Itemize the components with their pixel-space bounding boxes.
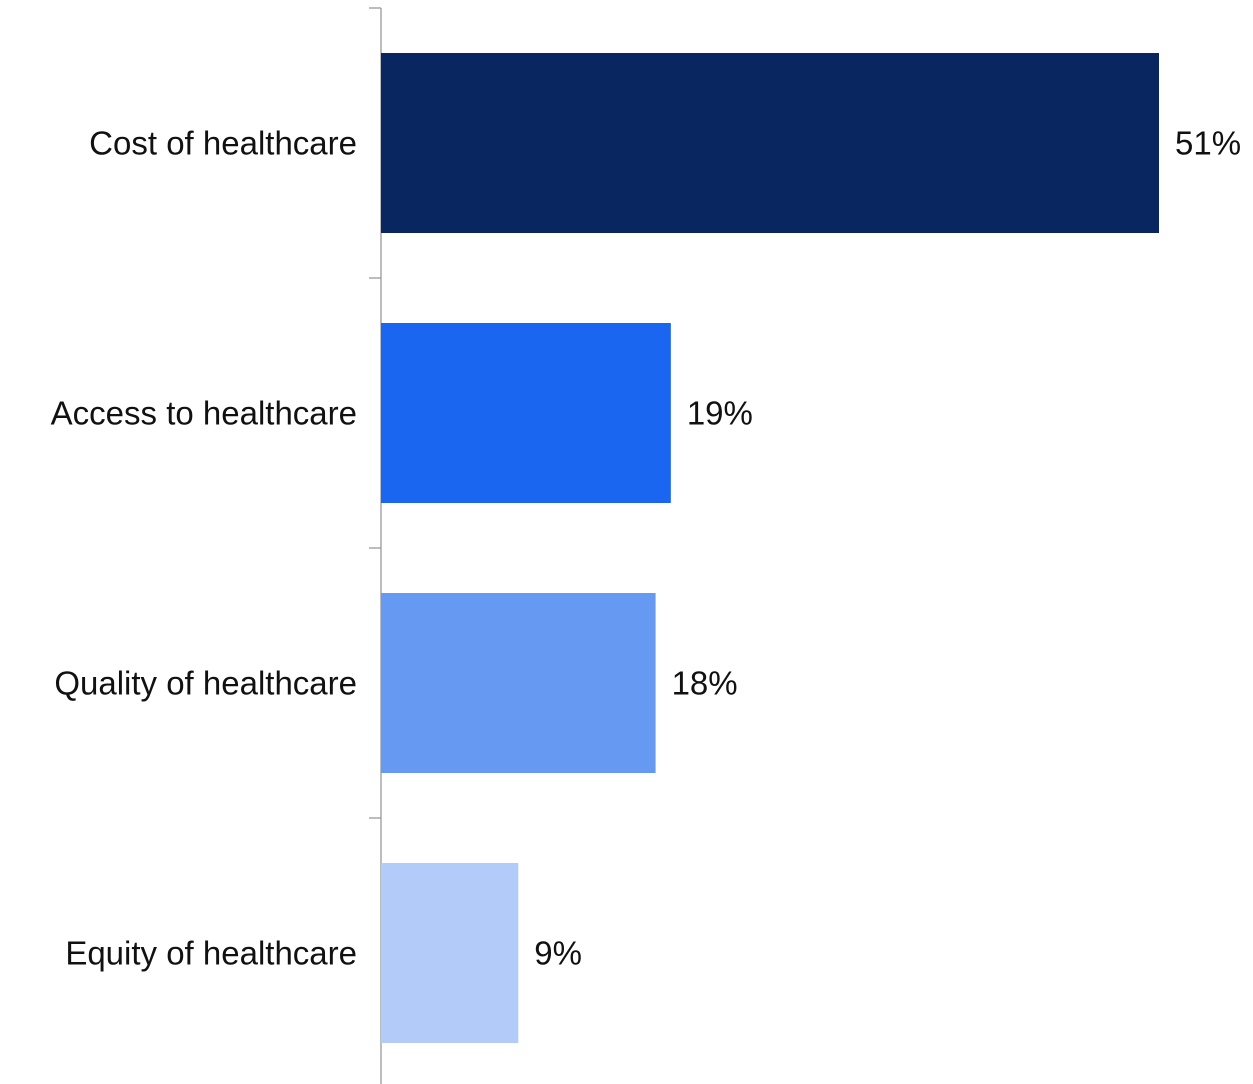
data-label: 19% xyxy=(687,395,753,432)
data-label: 51% xyxy=(1175,125,1241,162)
data-label: 18% xyxy=(672,665,738,702)
bar-quality-of-healthcare xyxy=(381,593,656,773)
axis-layer xyxy=(369,7,382,1084)
bar-access-to-healthcare xyxy=(381,323,671,503)
bar-cost-of-healthcare xyxy=(381,53,1159,233)
category-label: Access to healthcare xyxy=(51,395,357,432)
labels-layer: Cost of healthcare 51% Access to healthcar… xyxy=(51,125,1241,972)
bars-layer xyxy=(381,53,1159,1043)
data-label: 9% xyxy=(534,935,582,972)
category-label: Equity of healthcare xyxy=(65,935,357,972)
category-label: Quality of healthcare xyxy=(54,665,357,702)
bar-equity-of-healthcare xyxy=(381,863,519,1043)
category-label: Cost of healthcare xyxy=(89,125,357,162)
